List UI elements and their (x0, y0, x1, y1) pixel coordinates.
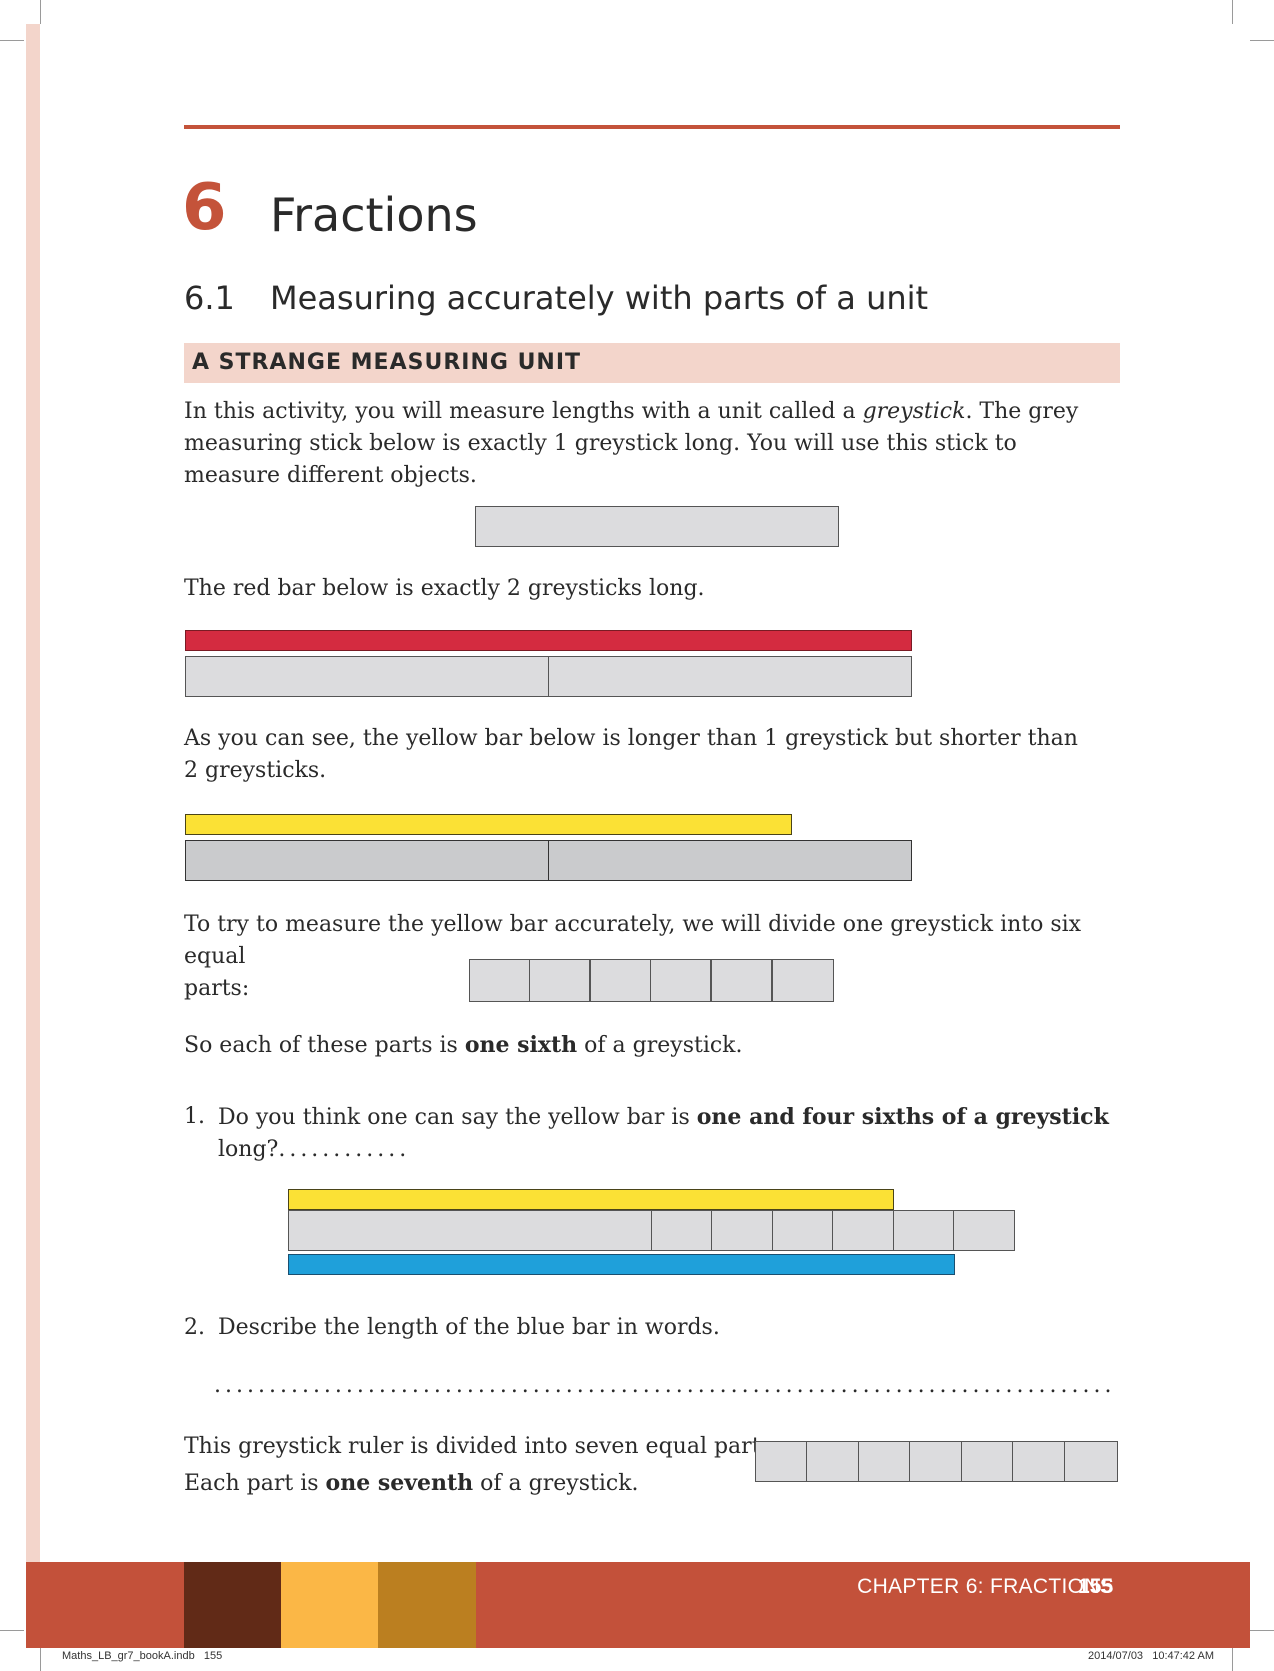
crop-mark (1250, 1630, 1274, 1631)
divide-text: To try to measure the yellow bar accurat… (184, 909, 1114, 1005)
red-bar-text: The red bar below is exactly 2 greystick… (184, 576, 705, 601)
sixth-part (529, 959, 590, 1002)
greystick-term: greystick (862, 399, 966, 424)
bold-term: one and four sixths of a greystick (696, 1104, 1109, 1130)
answer-line[interactable]: ............ (278, 1137, 411, 1162)
sixth-part (651, 1210, 712, 1251)
top-rule (184, 125, 1120, 129)
intro-paragraph: In this activity, you will measure lengt… (184, 396, 1114, 492)
sixth-part (832, 1210, 894, 1251)
bold-term: one seventh (325, 1470, 474, 1496)
crop-mark (1250, 40, 1274, 41)
slug-file: Maths_LB_gr7_bookA.indb 155 (62, 1650, 223, 1662)
sixth-part (469, 959, 530, 1002)
one-sixth-text: So each of these parts is one sixth of a… (184, 1029, 743, 1062)
greystick-bar (185, 840, 549, 881)
seventh-part (909, 1441, 962, 1482)
section-title: Measuring accurately with parts of a uni… (270, 279, 929, 317)
intro-text: . The grey measuring stick below is exac… (184, 399, 1079, 488)
yellow-bar (288, 1189, 894, 1210)
crop-mark (0, 40, 24, 41)
footer-swatch (281, 1562, 378, 1648)
text-run: long? (218, 1137, 279, 1162)
text-run: of a greystick. (577, 1033, 743, 1058)
question-2-number: 2. (184, 1315, 205, 1340)
text-run: Do you think one can say the yellow bar … (218, 1105, 697, 1130)
text-run: of a greystick. (473, 1471, 639, 1496)
crop-mark (1232, 0, 1233, 24)
sixth-part (650, 959, 711, 1002)
sixth-part (772, 1210, 833, 1251)
crop-mark (40, 0, 41, 24)
greystick-bar (185, 656, 549, 697)
text-line: To try to measure the yellow bar accurat… (184, 912, 1082, 969)
one-seventh-text: This greystick ruler is divided into sev… (184, 1431, 779, 1500)
greystick-bar (288, 1210, 652, 1251)
question-1-text: Do you think one can say the yellow bar … (218, 1101, 1118, 1166)
text-line: 2 greysticks. (184, 758, 327, 783)
blue-bar (288, 1254, 955, 1275)
text-line: As you can see, the yellow bar below is … (184, 726, 1078, 751)
sixth-part (711, 1210, 773, 1251)
margin-band (26, 24, 40, 1607)
yellow-bar-text: As you can see, the yellow bar below is … (184, 723, 1114, 787)
crop-mark (1232, 1648, 1233, 1671)
footer-swatch (184, 1562, 281, 1648)
bold-term: one sixth (464, 1032, 578, 1058)
text-run: Each part is (184, 1471, 326, 1496)
yellow-bar (185, 814, 792, 835)
slug-timestamp: 2014/07/03 10:47:42 AM (1088, 1650, 1214, 1662)
chapter-number: 6 (182, 171, 227, 245)
crop-mark (40, 1648, 41, 1671)
sixth-part (772, 959, 834, 1002)
crop-mark (0, 1630, 24, 1631)
seventh-part (755, 1441, 807, 1482)
red-bar (185, 630, 912, 651)
intro-text: In this activity, you will measure lengt… (184, 399, 863, 424)
seventh-part (858, 1441, 910, 1482)
sixth-part (953, 1210, 1015, 1251)
footer-swatch (378, 1562, 476, 1648)
sixth-part (590, 959, 651, 1002)
chapter-title: Fractions (270, 188, 478, 242)
sixth-part (711, 959, 772, 1002)
question-2-text: Describe the length of the blue bar in w… (218, 1315, 720, 1340)
seventh-part (1012, 1441, 1065, 1482)
activity-title: A STRANGE MEASURING UNIT (192, 350, 582, 375)
greystick-bar (548, 840, 912, 881)
seventh-part (806, 1441, 859, 1482)
greystick-bar (548, 656, 912, 697)
section-number: 6.1 (184, 279, 235, 317)
question-1-number: 1. (184, 1104, 205, 1129)
page-number: 155 (1078, 1575, 1114, 1598)
greystick-bar (475, 506, 839, 547)
sixth-part (893, 1210, 954, 1251)
seventh-part (1064, 1441, 1118, 1482)
footer-chapter-label: CHAPTER 6: FRACTIONS (857, 1575, 1114, 1598)
activity-heading-band (184, 343, 1120, 383)
text-line: This greystick ruler is divided into sev… (184, 1434, 780, 1459)
text-run: So each of these parts is (184, 1033, 465, 1058)
text-line: parts: (184, 976, 250, 1001)
seventh-part (961, 1441, 1013, 1482)
answer-line[interactable]: ........................................… (214, 1373, 1114, 1398)
